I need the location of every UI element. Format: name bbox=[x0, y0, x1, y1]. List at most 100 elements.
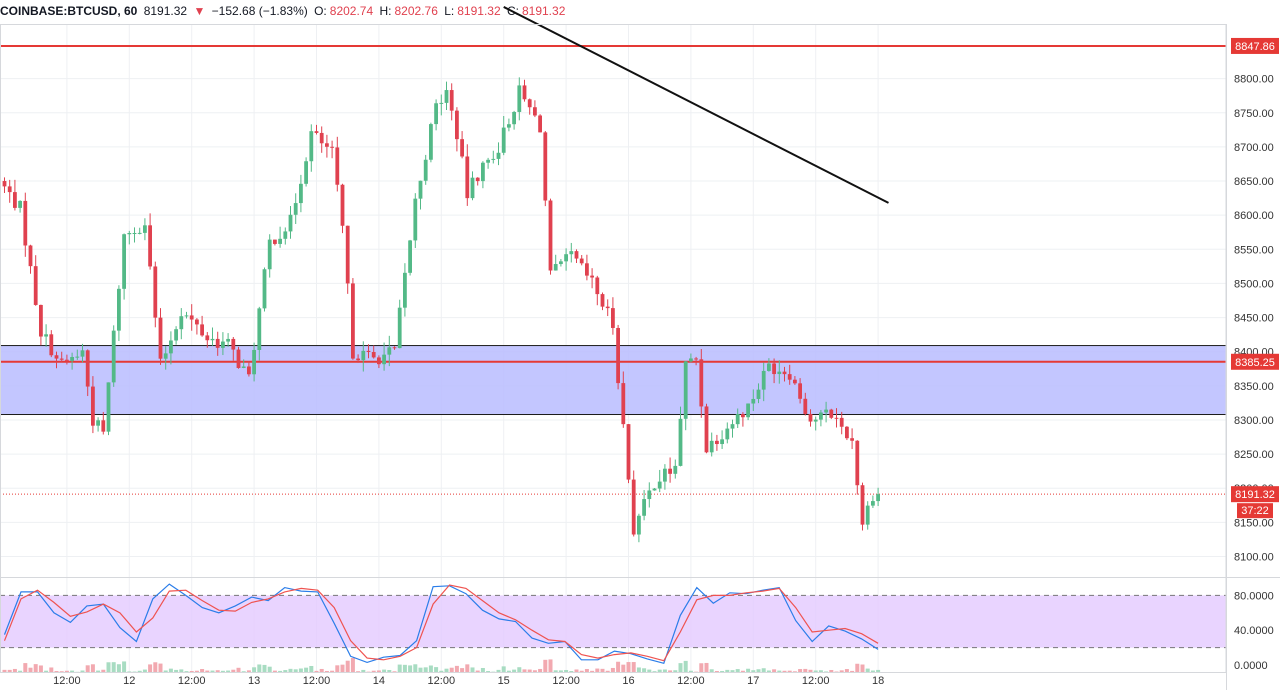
volume-bar bbox=[137, 670, 142, 672]
candle-body bbox=[819, 412, 823, 420]
y-tick-label: 8750.00 bbox=[1234, 108, 1274, 120]
volume-bar bbox=[106, 662, 111, 672]
volume-bar bbox=[824, 671, 829, 672]
candle-body bbox=[616, 327, 620, 384]
volume-bar bbox=[600, 668, 605, 672]
candle-body bbox=[174, 329, 178, 341]
volume-bar bbox=[59, 671, 64, 672]
level-label: 8847.86 bbox=[1235, 41, 1275, 53]
candle-body bbox=[533, 107, 537, 116]
volume-bar bbox=[787, 670, 792, 672]
candle-body bbox=[439, 102, 444, 104]
volume-bar bbox=[844, 669, 849, 672]
volume-bar bbox=[662, 669, 667, 672]
y-tick-label: 8600.00 bbox=[1234, 210, 1274, 222]
candle-body bbox=[2, 181, 7, 187]
candle-body bbox=[777, 371, 782, 375]
volume-bar bbox=[226, 670, 231, 672]
volume-bar bbox=[761, 668, 766, 672]
volume-bar bbox=[54, 671, 59, 672]
volume-bar bbox=[434, 667, 439, 672]
volume-bar bbox=[829, 669, 834, 672]
y-tick-label: 8650.00 bbox=[1234, 176, 1274, 188]
candle-body bbox=[392, 347, 397, 349]
volume-bar bbox=[335, 665, 340, 672]
candle-body bbox=[579, 258, 584, 264]
candle-body bbox=[137, 232, 142, 234]
symbol-header: COINBASE:BTCUSD, 60 8191.32 ▼ −152.68 (−… bbox=[0, 0, 1280, 22]
volume-bar bbox=[49, 667, 54, 672]
volume-bar bbox=[678, 663, 683, 672]
volume-bar bbox=[361, 669, 366, 672]
candle-body bbox=[132, 232, 137, 234]
volume-bar bbox=[626, 662, 631, 672]
candle-body bbox=[803, 398, 808, 414]
volume-bar bbox=[720, 670, 725, 672]
volume-bar bbox=[642, 668, 647, 672]
volume-bar bbox=[803, 668, 808, 672]
candle-body bbox=[418, 180, 423, 199]
candle-body bbox=[751, 398, 756, 404]
candle-body bbox=[871, 501, 875, 506]
volume-bar bbox=[116, 664, 121, 672]
candle-body bbox=[96, 420, 100, 426]
x-tick-label: 18 bbox=[872, 675, 884, 687]
candle-body bbox=[600, 294, 605, 307]
candlestick-series bbox=[2, 77, 880, 543]
x-tick-label: 12 bbox=[123, 675, 135, 687]
volume-bar bbox=[189, 670, 194, 672]
candle-body bbox=[876, 494, 880, 502]
volume-bar bbox=[522, 669, 527, 672]
candle-body bbox=[564, 254, 568, 262]
candle-body bbox=[226, 338, 230, 342]
candle-body bbox=[465, 156, 470, 199]
volume-bar bbox=[512, 669, 517, 672]
x-tick-label: 12:00 bbox=[802, 675, 830, 687]
volume-bar bbox=[262, 664, 267, 672]
candle-body bbox=[408, 240, 412, 273]
x-tick-label: 15 bbox=[498, 675, 510, 687]
stoch-tick-label: 80.0000 bbox=[1234, 590, 1274, 602]
candle-body bbox=[434, 103, 438, 125]
volume-bar bbox=[569, 671, 574, 672]
candle-body bbox=[668, 468, 672, 474]
candle-body bbox=[694, 358, 698, 360]
candle-body bbox=[330, 146, 334, 148]
candle-body bbox=[231, 338, 236, 350]
volume-bar bbox=[543, 659, 548, 672]
volume-bar bbox=[267, 666, 272, 672]
candle-body bbox=[210, 338, 215, 341]
candle-body bbox=[486, 159, 490, 163]
volume-bar bbox=[772, 669, 777, 672]
volume-bar bbox=[122, 661, 127, 672]
volume-bar bbox=[683, 660, 688, 672]
candle-body bbox=[28, 245, 33, 267]
candle-body bbox=[184, 315, 189, 317]
volume-bar bbox=[470, 667, 475, 672]
candle-body bbox=[725, 428, 730, 440]
volume-bar bbox=[449, 667, 454, 672]
volume-bar bbox=[38, 665, 43, 672]
x-tick-label: 17 bbox=[747, 675, 759, 687]
axes: 8100.008150.008200.008250.008300.008350.… bbox=[0, 24, 1280, 690]
volume-bar bbox=[657, 669, 662, 672]
volume-bar bbox=[28, 667, 33, 672]
volume-bar bbox=[376, 670, 381, 672]
support-zone-box bbox=[0, 345, 1227, 416]
candle-body bbox=[75, 356, 80, 358]
candle-body bbox=[855, 440, 860, 486]
last-price-label-bg bbox=[1231, 486, 1279, 503]
volume-bar bbox=[194, 670, 199, 672]
candle-body bbox=[574, 251, 579, 259]
candle-body bbox=[356, 358, 360, 361]
volume-bar bbox=[725, 669, 730, 672]
stoch-tick-label: 40.0000 bbox=[1234, 625, 1274, 637]
candle-body bbox=[148, 225, 152, 267]
candle-body bbox=[106, 382, 111, 432]
candle-body bbox=[304, 161, 308, 184]
symbol-label[interactable]: COINBASE:BTCUSD, 60 bbox=[0, 4, 138, 18]
level-label-bg bbox=[1231, 353, 1279, 370]
candle-body bbox=[496, 152, 501, 159]
trendline[interactable] bbox=[503, 6, 889, 204]
